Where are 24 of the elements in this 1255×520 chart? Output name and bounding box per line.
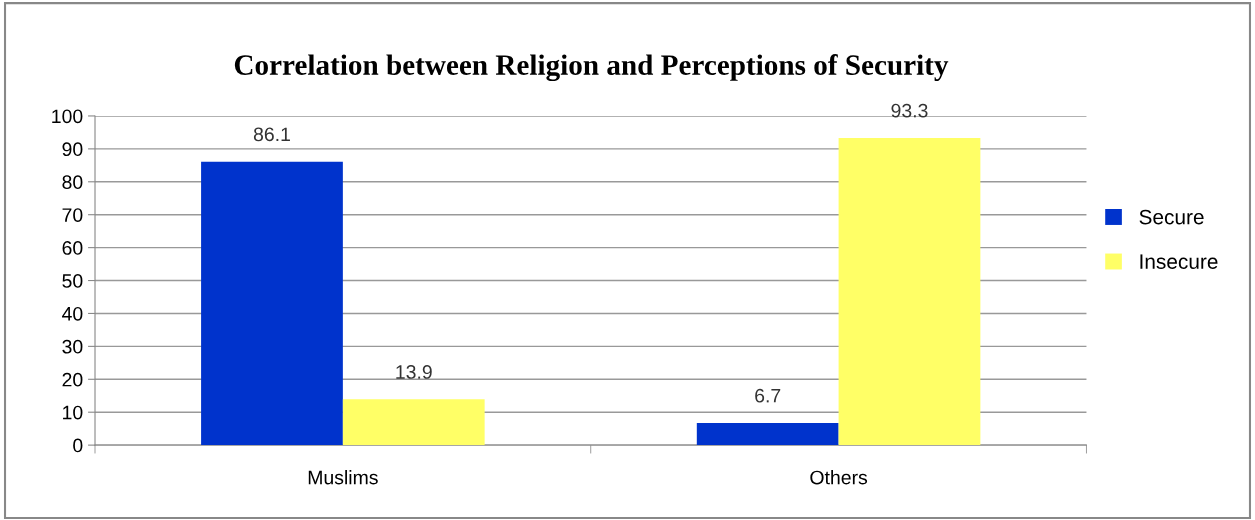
- y-tick-label: 90: [62, 142, 83, 157]
- y-tick-label: 20: [62, 372, 83, 387]
- y-tick-label: 70: [62, 208, 83, 222]
- bar: [838, 138, 981, 446]
- x-tick-label: Muslims: [308, 470, 378, 485]
- legend-label: Secure: [1139, 209, 1204, 225]
- y-tick-label: 40: [62, 306, 83, 321]
- data-label: 86.1: [253, 127, 290, 142]
- data-label: 6.7: [755, 388, 781, 403]
- y-tick-label: 60: [62, 241, 83, 255]
- y-tick-label: 100: [52, 109, 83, 124]
- y-tick-label: 50: [62, 274, 83, 288]
- bar: [342, 399, 485, 446]
- bar: [696, 423, 839, 446]
- y-tick-label: 0: [73, 438, 83, 453]
- bar: [201, 161, 343, 446]
- data-label: 13.9: [396, 365, 432, 379]
- legend-label: Insecure: [1140, 254, 1218, 269]
- y-tick-label: 30: [62, 339, 83, 354]
- y-tick-label: 80: [62, 175, 83, 190]
- x-tick-label: Others: [810, 470, 868, 485]
- data-label: 93.3: [891, 103, 928, 118]
- y-tick-label: 10: [63, 405, 83, 420]
- chart-title: Correlation between Religion and Perceptions of Security: [234, 54, 949, 82]
